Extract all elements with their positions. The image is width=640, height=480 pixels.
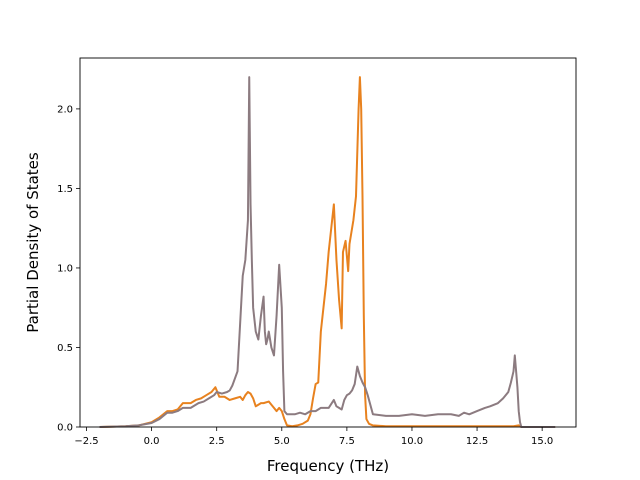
x-tick-label: 10.0 [401,436,423,447]
x-tick-label: 7.5 [339,436,355,447]
y-tick-label: 0.0 [57,423,73,434]
series-line-1 [99,76,556,428]
x-axis-ticks: −2.5 0.0 2.5 5.0 7.5 10.0 12.5 15.0 [74,427,553,447]
x-tick-label: 5.0 [274,436,290,447]
x-tick-label: 12.5 [466,436,488,447]
y-axis-ticks: 0.0 0.5 1.0 1.5 2.0 [57,104,80,434]
series-layer [99,76,556,428]
x-axis-title: Frequency (THz) [267,457,389,475]
y-tick-label: 2.0 [57,104,73,115]
y-tick-label: 0.5 [57,343,73,354]
y-tick-label: 1.0 [57,263,73,274]
x-tick-label: 2.5 [209,436,225,447]
x-tick-label: −2.5 [74,436,98,447]
y-axis-title: Partial Density of States [24,152,42,333]
plot-frame [79,57,577,428]
y-tick-label: 1.5 [57,184,73,195]
x-tick-label: 15.0 [531,436,553,447]
series-line-2 [99,76,556,428]
x-tick-label: 0.0 [144,436,160,447]
